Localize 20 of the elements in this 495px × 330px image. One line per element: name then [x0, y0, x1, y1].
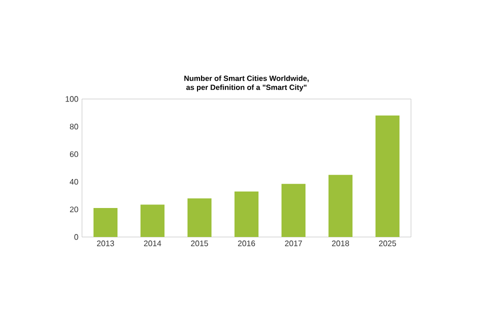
bar: [94, 208, 118, 237]
y-tick-label: 100: [66, 96, 78, 102]
bar: [281, 184, 306, 237]
bar: [234, 191, 258, 237]
bar: [328, 174, 352, 237]
y-tick-label: 40: [70, 178, 78, 185]
x-tick-label: 2025: [379, 240, 396, 246]
bar: [375, 116, 400, 237]
y-tick-label: 60: [70, 151, 78, 158]
x-tick-label: 2014: [144, 240, 162, 246]
x-tick-label: 2015: [191, 240, 208, 246]
x-tick-label: 2013: [97, 240, 114, 246]
x-tick-label: 2018: [332, 240, 350, 246]
bar: [188, 198, 212, 237]
x-tick-label: 2017: [285, 240, 302, 246]
x-tick-label: 2016: [238, 240, 256, 246]
bar: [140, 204, 164, 237]
y-tick-label: 80: [70, 124, 78, 130]
y-tick-label: 0: [74, 234, 78, 240]
y-tick-label: 20: [70, 206, 78, 212]
